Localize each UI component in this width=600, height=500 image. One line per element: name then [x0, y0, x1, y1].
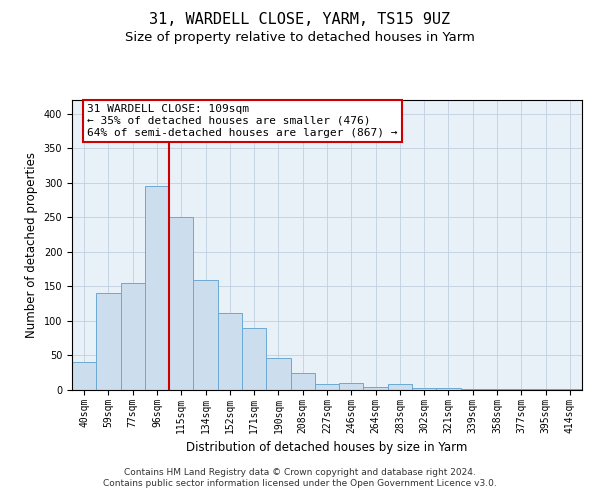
Y-axis label: Number of detached properties: Number of detached properties	[25, 152, 38, 338]
Bar	[315, 384, 339, 390]
Bar	[388, 384, 412, 390]
X-axis label: Distribution of detached houses by size in Yarm: Distribution of detached houses by size …	[187, 441, 467, 454]
Bar	[412, 388, 436, 390]
Bar	[169, 218, 193, 390]
Bar	[364, 387, 388, 390]
Text: 31, WARDELL CLOSE, YARM, TS15 9UZ: 31, WARDELL CLOSE, YARM, TS15 9UZ	[149, 12, 451, 28]
Text: 31 WARDELL CLOSE: 109sqm
← 35% of detached houses are smaller (476)
64% of semi-: 31 WARDELL CLOSE: 109sqm ← 35% of detach…	[88, 104, 398, 138]
Bar	[461, 388, 485, 390]
Bar	[266, 358, 290, 390]
Bar	[339, 383, 364, 390]
Bar	[96, 294, 121, 390]
Bar	[145, 186, 169, 390]
Text: Contains HM Land Registry data © Crown copyright and database right 2024.
Contai: Contains HM Land Registry data © Crown c…	[103, 468, 497, 487]
Bar	[72, 362, 96, 390]
Bar	[436, 388, 461, 390]
Bar	[290, 374, 315, 390]
Bar	[485, 388, 509, 390]
Bar	[242, 328, 266, 390]
Text: Size of property relative to detached houses in Yarm: Size of property relative to detached ho…	[125, 31, 475, 44]
Bar	[121, 283, 145, 390]
Bar	[218, 312, 242, 390]
Bar	[533, 388, 558, 390]
Bar	[193, 280, 218, 390]
